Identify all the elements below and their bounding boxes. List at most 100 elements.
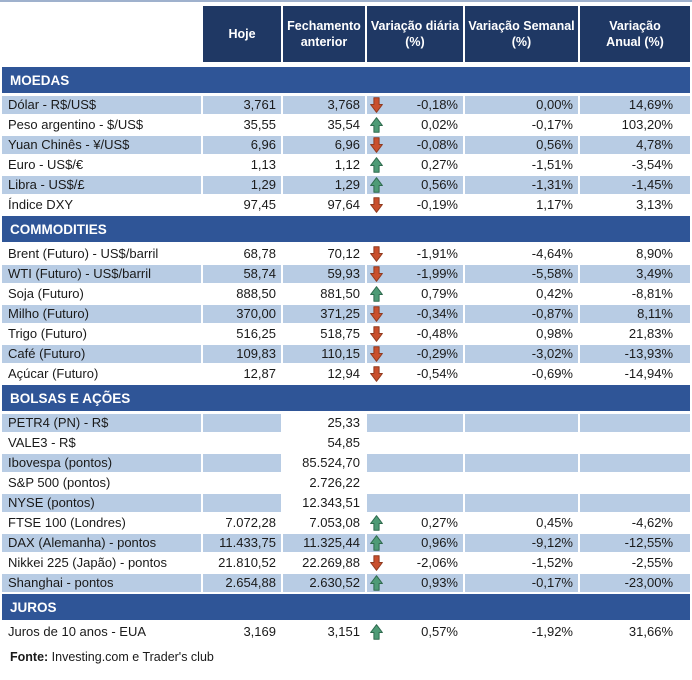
cell-hoje (203, 494, 283, 512)
variacao-diaria-value: -1,91% (416, 246, 458, 261)
cell-label: S&P 500 (pontos) (2, 474, 203, 492)
cell-label: WTI (Futuro) - US$/barril (2, 265, 203, 283)
variacao-diaria-value: -0,54% (416, 366, 458, 381)
cell-variacao-diaria: 0,56% (367, 176, 465, 194)
cell-variacao-semanal: 0,45% (465, 514, 580, 532)
cell-fechamento-anterior: 70,12 (283, 245, 367, 263)
table-row: Ibovespa (pontos) 85.524,70 (2, 454, 690, 474)
cell-fechamento-anterior: 11.325,44 (283, 534, 367, 552)
arrow-down-icon (370, 346, 383, 362)
cell-hoje: 1,29 (203, 176, 283, 194)
cell-variacao-anual (580, 434, 690, 452)
cell-hoje: 21.810,52 (203, 554, 283, 572)
cell-variacao-diaria: -0,19% (367, 196, 465, 214)
cell-fechamento-anterior: 2.726,22 (283, 474, 367, 492)
cell-label: PETR4 (PN) - R$ (2, 414, 203, 432)
cell-variacao-diaria: 0,27% (367, 156, 465, 174)
source-text: Investing.com e Trader's club (48, 650, 214, 664)
cell-hoje (203, 454, 283, 472)
cell-variacao-semanal: 0,00% (465, 96, 580, 114)
cell-variacao-semanal (465, 434, 580, 452)
cell-fechamento-anterior: 6,96 (283, 136, 367, 154)
variacao-diaria-value: -0,34% (416, 306, 458, 321)
cell-label: Yuan Chinês - ¥/US$ (2, 136, 203, 154)
cell-variacao-anual: -1,45% (580, 176, 690, 194)
column-header-fechamento-anterior: Fechamento anterior (283, 5, 367, 62)
variacao-diaria-value: 0,93% (421, 575, 458, 590)
cell-fechamento-anterior: 35,54 (283, 116, 367, 134)
table-row: NYSE (pontos) 12.343,51 (2, 494, 690, 514)
cell-variacao-diaria: -2,06% (367, 554, 465, 572)
cell-fechamento-anterior: 2.630,52 (283, 574, 367, 592)
cell-hoje: 35,55 (203, 116, 283, 134)
cell-variacao-diaria: 0,79% (367, 285, 465, 303)
cell-variacao-diaria: 0,57% (367, 623, 465, 641)
cell-variacao-diaria: 0,93% (367, 574, 465, 592)
arrow-down-icon (370, 197, 383, 213)
table-row: DAX (Alemanha) - pontos 11.433,75 11.325,4… (2, 534, 690, 554)
table-row: Juros de 10 anos - EUA 3,169 3,151 0,57% -1,… (2, 623, 690, 643)
cell-variacao-semanal: -0,17% (465, 574, 580, 592)
table-row: Euro - US$/€ 1,13 1,12 0,27% -1,51% -3,54% (2, 156, 690, 176)
header-label-spacer (2, 5, 203, 62)
cell-variacao-diaria: -0,48% (367, 325, 465, 343)
table-row: VALE3 - R$ 54,85 (2, 434, 690, 454)
column-header-variacao-diaria: Variação diária (%) (367, 5, 465, 62)
cell-variacao-semanal: 0,42% (465, 285, 580, 303)
cell-variacao-semanal: -1,51% (465, 156, 580, 174)
table-row: FTSE 100 (Londres) 7.072,28 7.053,08 0,27% 0… (2, 514, 690, 534)
cell-variacao-semanal: -4,64% (465, 245, 580, 263)
arrow-up-icon (370, 286, 383, 302)
cell-variacao-anual: 14,69% (580, 96, 690, 114)
arrow-down-icon (370, 246, 383, 262)
variacao-diaria-value: 0,02% (421, 117, 458, 132)
variacao-diaria-value: 0,27% (421, 515, 458, 530)
cell-variacao-diaria: -0,29% (367, 345, 465, 363)
section-header-moedas: MOEDAS (2, 67, 690, 93)
cell-variacao-anual: -2,55% (631, 555, 673, 570)
cell-hoje: 3,761 (203, 96, 283, 114)
table-row: Libra - US$/£ 1,29 1,29 0,56% -1,31% -1,45% (2, 176, 690, 196)
cell-hoje: 1,13 (203, 156, 283, 174)
cell-variacao-diaria (367, 434, 465, 452)
cell-variacao-semanal (465, 414, 580, 432)
cell-label: Brent (Futuro) - US$/barril (2, 245, 203, 263)
cell-variacao-diaria (367, 474, 465, 492)
cell-variacao-semanal: -5,58% (465, 265, 580, 283)
variacao-diaria-value: -0,19% (416, 197, 458, 212)
cell-label: Euro - US$/€ (2, 156, 203, 174)
cell-hoje (203, 414, 283, 432)
cell-variacao-semanal: -1,52% (465, 554, 580, 572)
cell-variacao-anual (580, 494, 690, 512)
cell-fechamento-anterior: 22.269,88 (283, 554, 367, 572)
cell-variacao-anual: -12,55% (580, 534, 690, 552)
cell-variacao-semanal: -1,92% (465, 623, 580, 641)
cell-variacao-anual (580, 474, 690, 492)
variacao-diaria-value: -2,06% (416, 555, 458, 570)
source-label: Fonte: (10, 650, 49, 664)
cell-hoje: 58,74 (203, 265, 283, 283)
arrow-up-icon (370, 177, 383, 193)
cell-variacao-semanal: 1,17% (465, 196, 580, 214)
cell-variacao-diaria: 0,02% (367, 116, 465, 134)
section-header-bolsas-e-acoes: BOLSAS E AÇÕES (2, 385, 690, 411)
table-row: Milho (Futuro) 370,00 371,25 -0,34% -0,87% 8,… (2, 305, 690, 325)
cell-fechamento-anterior: 7.053,08 (283, 514, 367, 532)
table-row: Trigo (Futuro) 516,25 518,75 -0,48% 0,98% 21,… (2, 325, 690, 345)
arrow-down-icon (370, 137, 383, 153)
cell-fechamento-anterior: 85.524,70 (283, 454, 367, 472)
variacao-diaria-value: 0,79% (421, 286, 458, 301)
cell-hoje: 11.433,75 (203, 534, 283, 552)
cell-variacao-semanal: -0,17% (465, 116, 580, 134)
variacao-diaria-value: 0,56% (421, 177, 458, 192)
table-row: Açúcar (Futuro) 12,87 12,94 -0,54% -0,69% -14… (2, 365, 690, 385)
table-row: Shanghai - pontos 2.654,88 2.630,52 0,93% -0… (2, 574, 690, 594)
cell-fechamento-anterior: 3,768 (283, 96, 367, 114)
arrow-up-icon (370, 117, 383, 133)
arrow-down-icon (370, 266, 383, 282)
cell-variacao-semanal: -3,02% (465, 345, 580, 363)
section-header-commodities: COMMODITIES (2, 216, 690, 242)
table-row: Dólar - R$/US$ 3,761 3,768 -0,18% 0,00% 14,69… (2, 96, 690, 116)
arrow-up-icon (370, 157, 383, 173)
cell-fechamento-anterior: 54,85 (283, 434, 367, 452)
